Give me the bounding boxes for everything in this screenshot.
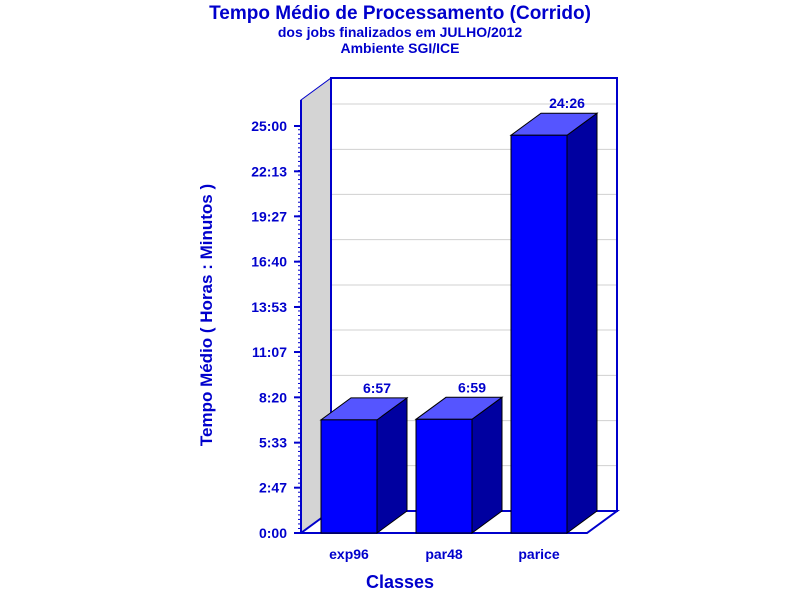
x-axis-label: Classes (365, 572, 435, 592)
y-tick-label: 25:00 (251, 118, 287, 134)
bar-value-label: 6:57 (363, 380, 391, 396)
y-tick-label: 0:00 (259, 525, 287, 541)
x-tick-label: parice (518, 546, 559, 562)
x-tick-label: par48 (425, 546, 463, 562)
y-tick-label: 5:33 (259, 435, 287, 451)
y-axis-label: Tempo Médio ( Horas : Minutos ) (197, 183, 216, 447)
y-tick-label: 2:47 (259, 480, 287, 496)
y-tick-label: 11:07 (252, 344, 287, 360)
bar (320, 419, 378, 534)
y-tick-label: 16:40 (251, 254, 287, 270)
bar-value-label: 24:26 (549, 95, 585, 111)
bar-value-label: 6:59 (458, 379, 486, 395)
chart-subtitle-2: Ambiente SGI/ICE (340, 40, 460, 56)
bar-side (566, 112, 598, 534)
y-tick-label: 8:20 (259, 389, 287, 405)
bar (510, 134, 568, 534)
bar-side (471, 396, 503, 534)
y-tick-label: 13:53 (251, 299, 287, 315)
x-tick-label: exp96 (329, 546, 369, 562)
bar-side (376, 396, 408, 534)
chart-title: Tempo Médio de Processamento (Corrido) (209, 3, 591, 24)
bar (415, 418, 473, 534)
y-tick-label: 19:27 (251, 208, 287, 224)
chart-subtitle-1: dos jobs finalizados em JULHO/2012 (277, 24, 523, 40)
y-tick-label: 22:13 (251, 163, 287, 179)
